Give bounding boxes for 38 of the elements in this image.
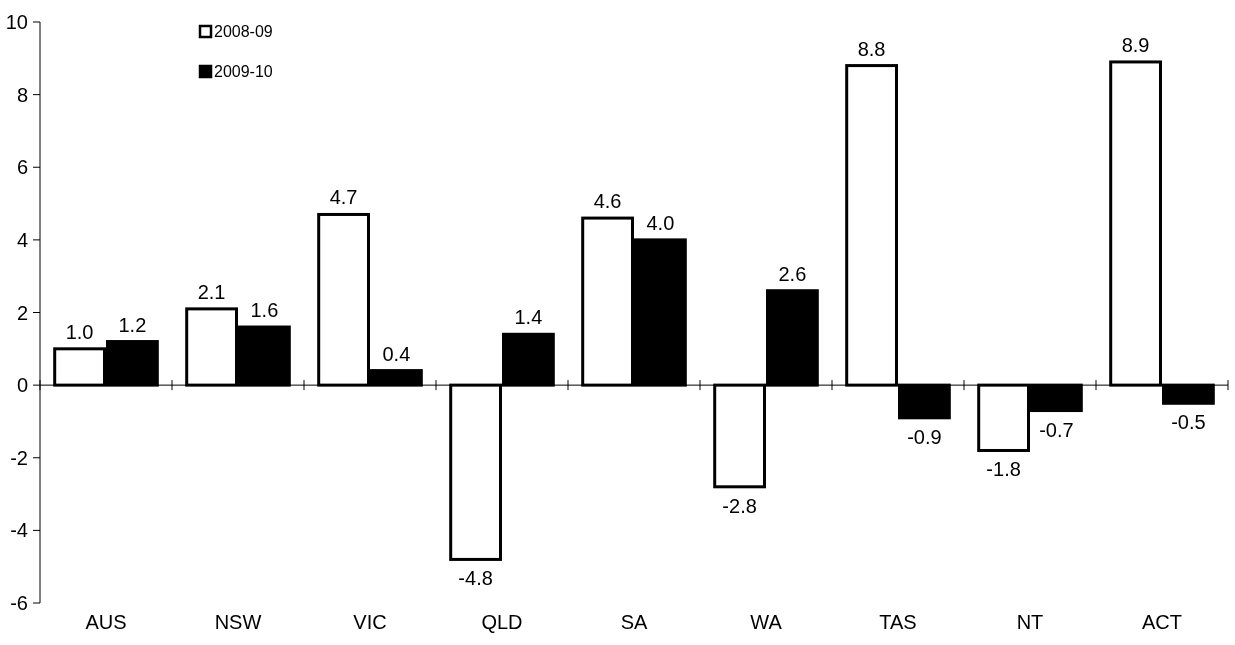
x-tick-label: NT [1016, 611, 1044, 633]
data-label: 4.6 [593, 190, 622, 213]
y-tick-label: 2 [16, 301, 28, 324]
y-tick-label: -6 [10, 592, 28, 614]
data-label: 2.6 [778, 262, 807, 285]
data-label: -0.5 [1171, 411, 1206, 434]
data-label: 1.6 [250, 299, 279, 322]
x-tick-label: SA [620, 611, 648, 633]
data-label: 8.8 [857, 37, 886, 60]
legend-label: 2008-09 [214, 23, 273, 40]
x-tick-label: ACT [1142, 611, 1182, 633]
x-tick-label: VIC [353, 611, 387, 633]
legend-label: 2009-10 [214, 63, 273, 80]
data-label: 4.0 [646, 211, 675, 234]
y-tick-label: 10 [5, 11, 28, 33]
x-tick-label: QLD [481, 611, 523, 633]
y-tick-label: 4 [16, 228, 28, 251]
x-tick-label: NSW [214, 611, 262, 633]
y-tick-label: -2 [10, 446, 28, 469]
x-tick-label: TAS [879, 611, 917, 633]
data-label: 1.2 [118, 313, 147, 336]
y-tick-label: 0 [16, 374, 28, 397]
data-label: -0.7 [1039, 418, 1074, 441]
data-label: 0.4 [382, 342, 411, 365]
data-label: 8.9 [1121, 33, 1150, 56]
x-tick-label: WA [750, 611, 783, 633]
data-label: -1.8 [986, 458, 1021, 481]
y-tick-label: 8 [16, 83, 28, 106]
y-tick-label: 6 [16, 156, 28, 179]
data-label: 1.0 [65, 320, 94, 343]
data-label: 4.7 [329, 186, 358, 209]
x-tick-label: AUS [85, 611, 127, 633]
data-label: 2.1 [197, 280, 226, 303]
data-label: -4.8 [458, 567, 493, 590]
y-tick-label: -4 [10, 519, 28, 542]
data-label: -2.8 [722, 494, 757, 517]
data-label: 1.4 [514, 306, 543, 329]
data-label: -0.9 [907, 425, 942, 448]
